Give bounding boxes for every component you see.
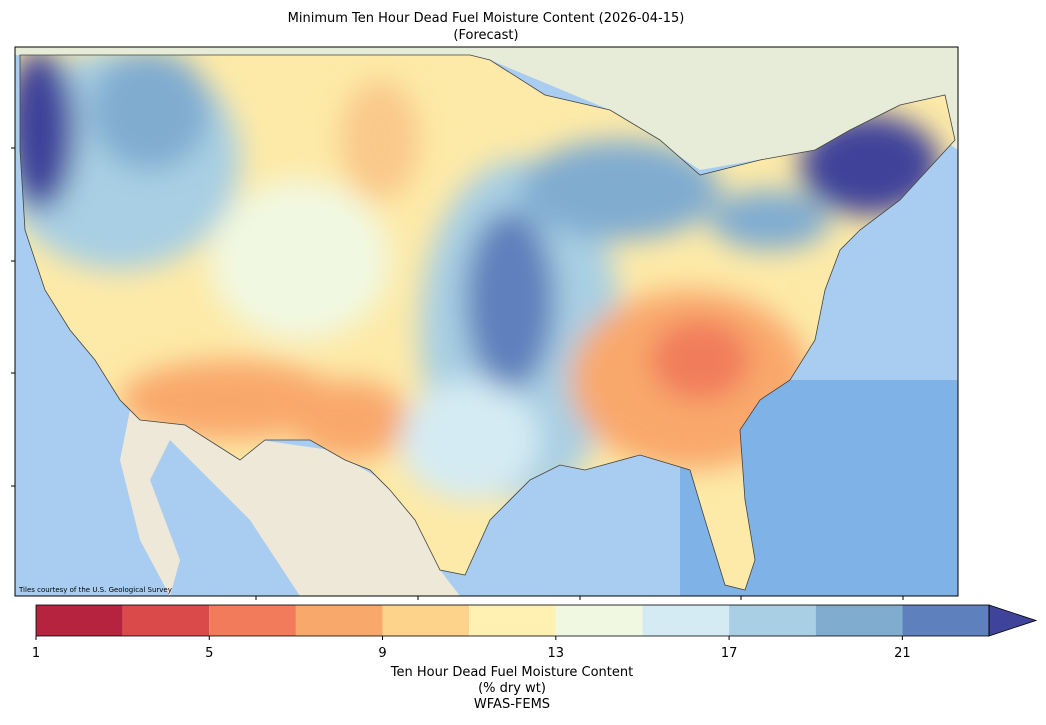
colorbar-tick-label: 17 [721,646,738,661]
map-frame [14,46,959,597]
colorbar: 1 5 9 13 17 21 Ten Hour Dead Fuel Moisture Con… [32,604,1038,712]
colorbar-tick-label: 21 [894,646,911,661]
colorbar-label: Ten Hour Dead Fuel Moisture Content [390,665,633,680]
attribution: Tiles courtesy of the U.S. Geological Su… [18,586,172,594]
colorbar-tick-label: 9 [378,646,386,661]
colorbar-bin [642,605,730,636]
colorbar-bin [815,605,903,636]
colorbar-bin [555,605,643,636]
mexico [120,410,460,596]
colorbar-bin [729,605,816,636]
colorbar-tick-label: 13 [548,646,565,661]
colorbar-bin [36,605,123,636]
colorbar-extend [988,604,1038,637]
axis-ticks [11,147,904,600]
canada [15,47,958,170]
map-subtitle: (Forecast) [453,28,518,43]
colorbar-bin [295,605,383,636]
colorbar-bin [469,605,556,636]
colorbar-label: WFAS-FEMS [474,697,550,712]
colorbar-tick-label: 1 [32,646,40,661]
map-title: Minimum Ten Hour Dead Fuel Moisture Cont… [288,11,685,26]
map [15,47,958,596]
us-border [19,54,956,591]
colorbar-bin [902,605,989,636]
colorbar-tick-label: 5 [205,646,213,661]
colorbar-bin [382,605,470,636]
colorbar-label: (% dry wt) [478,681,546,696]
colorbar-frame [35,604,990,637]
colorbar-bin [209,605,296,636]
colorbar-bin [122,605,210,636]
